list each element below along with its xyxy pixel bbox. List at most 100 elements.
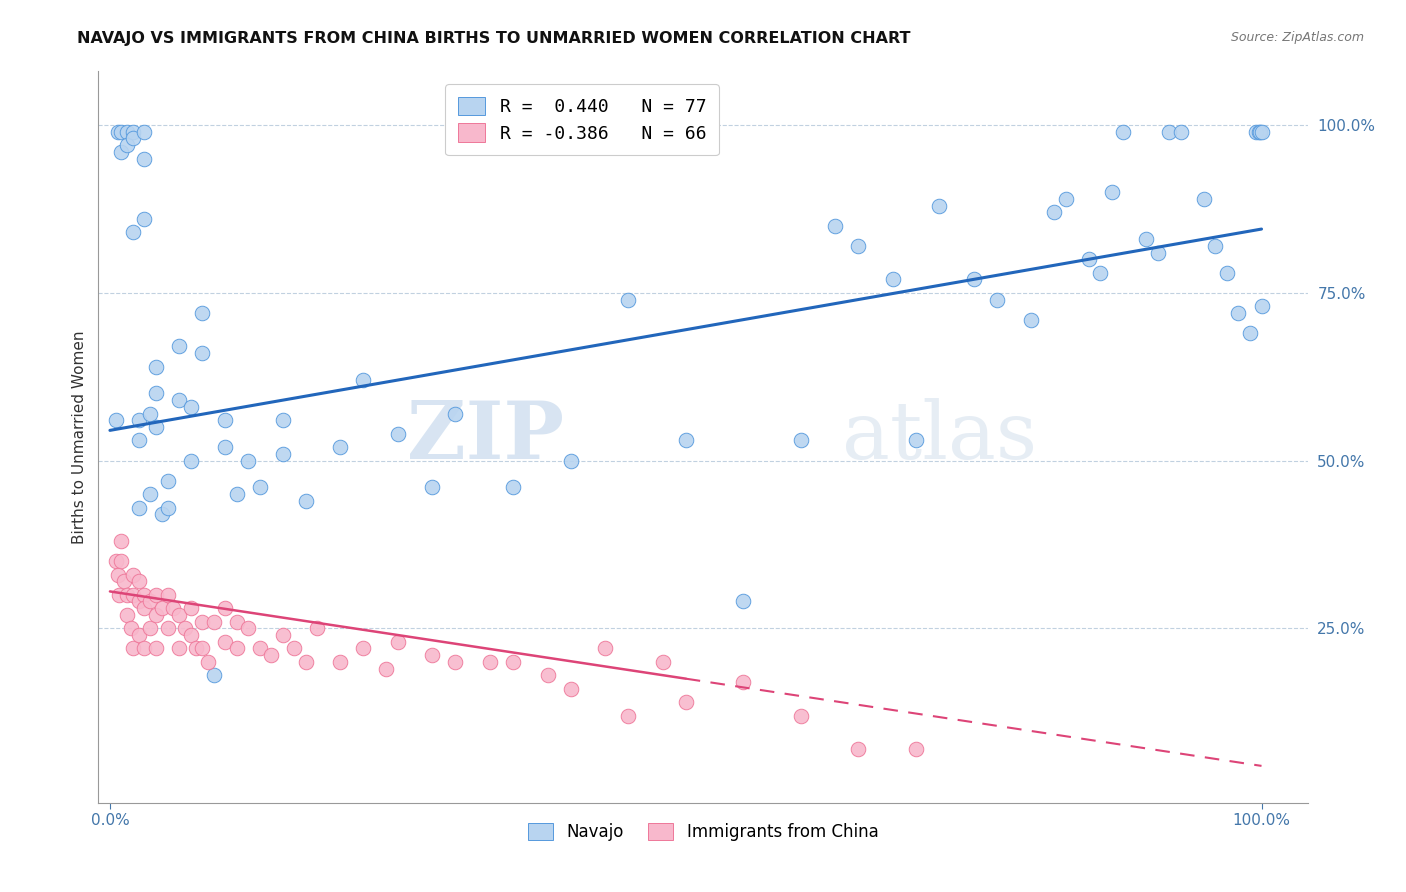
Point bbox=[790, 708, 813, 723]
Point bbox=[167, 641, 190, 656]
Point bbox=[134, 125, 156, 139]
Point bbox=[173, 621, 195, 635]
Text: atlas: atlas bbox=[842, 398, 1038, 476]
Point bbox=[128, 574, 150, 589]
Point bbox=[1147, 245, 1170, 260]
Point bbox=[180, 601, 202, 615]
Point bbox=[294, 493, 316, 508]
Point bbox=[375, 662, 398, 676]
Point bbox=[191, 306, 214, 320]
Point bbox=[134, 601, 156, 615]
Point bbox=[139, 407, 162, 421]
Point bbox=[502, 480, 524, 494]
Point bbox=[104, 554, 127, 568]
Point bbox=[180, 628, 202, 642]
Point bbox=[128, 434, 150, 448]
Point bbox=[387, 426, 409, 441]
Point bbox=[651, 655, 673, 669]
Point bbox=[271, 413, 294, 427]
Point bbox=[110, 145, 132, 159]
Point bbox=[167, 339, 190, 353]
Point bbox=[1043, 205, 1066, 219]
Point bbox=[422, 648, 444, 662]
Point bbox=[167, 393, 190, 408]
Point bbox=[110, 554, 132, 568]
Point bbox=[191, 641, 214, 656]
Point bbox=[824, 219, 846, 233]
Point bbox=[1170, 125, 1192, 139]
Point bbox=[905, 742, 928, 756]
Point bbox=[1239, 326, 1261, 340]
Point bbox=[202, 615, 225, 629]
Point bbox=[617, 293, 640, 307]
Point bbox=[110, 534, 132, 549]
Point bbox=[139, 594, 162, 608]
Point bbox=[134, 152, 156, 166]
Point bbox=[120, 621, 142, 635]
Point bbox=[1216, 266, 1239, 280]
Point bbox=[145, 588, 167, 602]
Point bbox=[1249, 125, 1271, 139]
Point bbox=[115, 588, 138, 602]
Point bbox=[156, 500, 179, 515]
Point bbox=[150, 601, 173, 615]
Point bbox=[593, 641, 616, 656]
Point bbox=[145, 359, 167, 374]
Point bbox=[128, 594, 150, 608]
Point bbox=[214, 634, 236, 648]
Point bbox=[128, 500, 150, 515]
Point bbox=[478, 655, 501, 669]
Point bbox=[733, 675, 755, 690]
Point bbox=[145, 386, 167, 401]
Point bbox=[1250, 125, 1272, 139]
Point bbox=[128, 413, 150, 427]
Point bbox=[156, 474, 179, 488]
Point bbox=[180, 400, 202, 414]
Point bbox=[134, 588, 156, 602]
Text: ZIP: ZIP bbox=[406, 398, 564, 476]
Point bbox=[122, 567, 145, 582]
Point bbox=[1019, 312, 1042, 326]
Point bbox=[905, 434, 928, 448]
Point bbox=[107, 125, 129, 139]
Point bbox=[1135, 232, 1157, 246]
Point bbox=[156, 621, 179, 635]
Point bbox=[271, 628, 294, 642]
Point bbox=[560, 453, 582, 467]
Point bbox=[502, 655, 524, 669]
Point bbox=[145, 641, 167, 656]
Point bbox=[122, 125, 145, 139]
Point bbox=[139, 621, 162, 635]
Point bbox=[387, 634, 409, 648]
Point bbox=[1112, 125, 1135, 139]
Point bbox=[1090, 266, 1112, 280]
Point bbox=[848, 742, 870, 756]
Text: Source: ZipAtlas.com: Source: ZipAtlas.com bbox=[1230, 31, 1364, 45]
Point bbox=[214, 440, 236, 454]
Point bbox=[134, 212, 156, 227]
Point bbox=[617, 708, 640, 723]
Point bbox=[733, 594, 755, 608]
Point bbox=[1159, 125, 1181, 139]
Point bbox=[225, 641, 247, 656]
Point bbox=[1249, 125, 1271, 139]
Point bbox=[1101, 185, 1123, 199]
Point bbox=[145, 607, 167, 622]
Point bbox=[352, 641, 374, 656]
Point bbox=[307, 621, 329, 635]
Point bbox=[128, 628, 150, 642]
Point bbox=[167, 607, 190, 622]
Point bbox=[1077, 252, 1099, 267]
Point bbox=[108, 588, 131, 602]
Legend: Navajo, Immigrants from China: Navajo, Immigrants from China bbox=[519, 814, 887, 849]
Point bbox=[536, 668, 558, 682]
Point bbox=[271, 447, 294, 461]
Point bbox=[352, 373, 374, 387]
Point bbox=[260, 648, 283, 662]
Point bbox=[1192, 192, 1215, 206]
Point bbox=[134, 641, 156, 656]
Point bbox=[422, 480, 444, 494]
Point bbox=[122, 131, 145, 145]
Point bbox=[214, 413, 236, 427]
Point bbox=[848, 239, 870, 253]
